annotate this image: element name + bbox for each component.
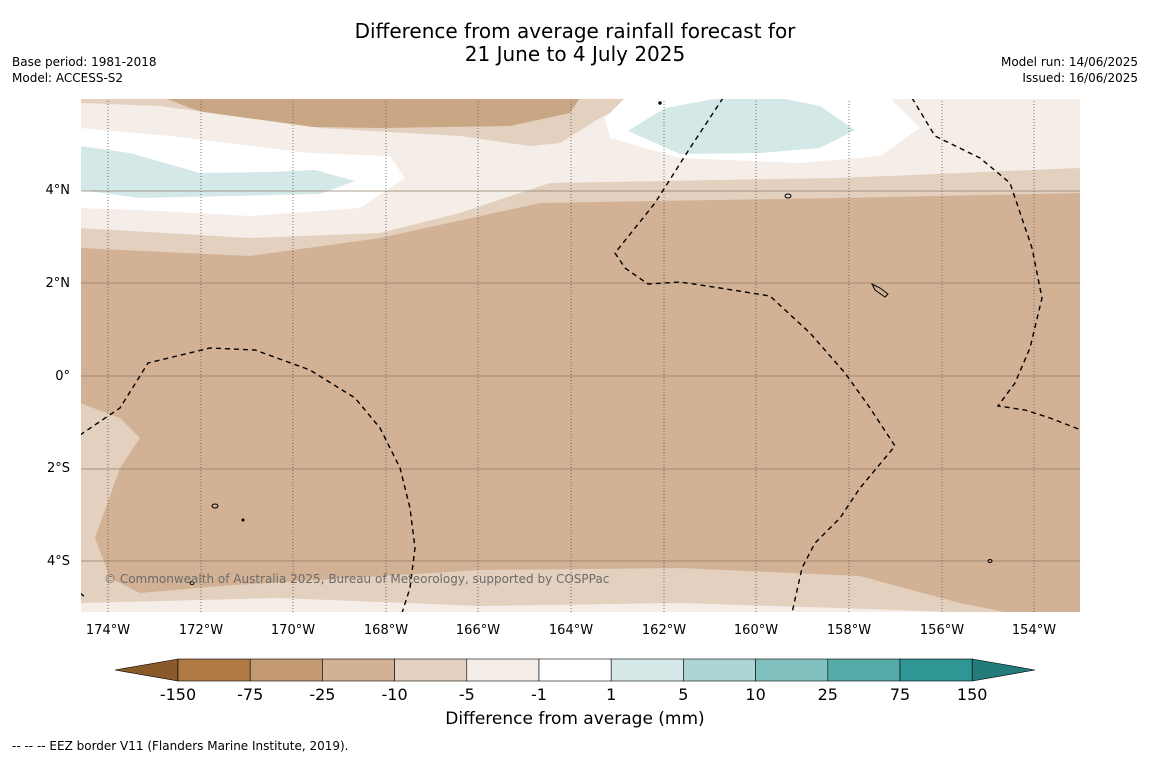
x-tick-154w: 154°W	[1011, 623, 1057, 638]
colorbar-tick-label: 5	[678, 685, 689, 704]
x-tick-166w: 166°W	[455, 623, 501, 638]
model-run: Model run: 14/06/2025	[1000, 55, 1138, 69]
colorbar-swatch	[610, 658, 684, 682]
eez-border-central	[614, 98, 896, 613]
rainfall-anomaly-map	[80, 98, 1081, 613]
colorbar-title: Difference from average (mm)	[445, 709, 705, 729]
colorbar-tick-label: 10	[745, 685, 766, 704]
colorbar-swatch	[249, 658, 323, 682]
y-tick-4s: 4°S	[46, 554, 70, 569]
colorbar-tick-label: -150	[159, 685, 197, 704]
colorbar-swatch	[394, 658, 468, 682]
issued-date: Issued: 16/06/2025	[1022, 71, 1138, 85]
copyright-notice: © Commonwealth of Australia 2025, Bureau…	[104, 572, 610, 586]
y-tick-2n: 2°N	[45, 276, 71, 291]
model-name: Model: ACCESS-S2	[12, 71, 124, 85]
x-tick-160w: 160°W	[733, 623, 779, 638]
colorbar-tick-label: -10	[381, 685, 408, 704]
x-tick-164w: 164°W	[548, 623, 594, 638]
colorbar-swatch	[683, 658, 756, 682]
map-frame	[80, 98, 1081, 613]
colorbar-swatch	[466, 658, 540, 682]
anomaly-band-1-5-east	[628, 98, 855, 154]
eez-legend-footnote: -- -- -- EEZ border V11 (Flanders Marine…	[12, 739, 349, 753]
anomaly-band-10-5-south	[80, 403, 1010, 613]
eez-border-west	[80, 347, 416, 613]
colorbar-swatch	[827, 658, 901, 682]
y-tick-0: 0°	[55, 369, 70, 384]
x-tick-170w: 170°W	[270, 623, 316, 638]
colorbar-swatch	[177, 658, 251, 682]
y-tick-2s: 2°S	[46, 461, 70, 476]
island-6	[658, 101, 662, 105]
map-title-line-2: 21 June to 4 July 2025	[464, 42, 686, 66]
colorbar-tick-label: 150	[956, 685, 988, 704]
colorbar-arrow-high	[971, 658, 1036, 682]
island-4	[189, 581, 195, 585]
meta-left: Base period: 1981-2018 Model: ACCESS-S2	[12, 54, 157, 86]
x-tick-172w: 172°W	[178, 623, 224, 638]
x-tick-162w: 162°W	[641, 623, 687, 638]
anomaly-band-1-5-west	[80, 146, 355, 198]
colorbar-swatch	[538, 658, 612, 682]
x-tick-168w: 168°W	[363, 623, 409, 638]
colorbar-tick-label: 75	[889, 685, 911, 704]
x-tick-158w: 158°W	[826, 623, 872, 638]
colorbar-tick-label: -5	[458, 685, 475, 704]
island-7	[241, 518, 245, 522]
y-tick-4n: 4°N	[45, 183, 71, 198]
colorbar-arrow-low	[114, 658, 179, 682]
island-3	[211, 503, 219, 509]
map-canvas	[80, 98, 1081, 613]
latitude-gridlines	[80, 190, 1081, 562]
colorbar-tick-label: 25	[817, 685, 838, 704]
colorbar-swatch	[322, 658, 395, 682]
colorbar-swatch	[899, 658, 973, 682]
x-tick-156w: 156°W	[919, 623, 965, 638]
longitude-gridlines	[107, 98, 1035, 613]
colorbar-tick-label: -25	[309, 685, 336, 704]
x-tick-174w: 174°W	[85, 623, 131, 638]
anomaly-band-75-25-north	[165, 98, 580, 128]
colorbar-tick-label: -75	[237, 685, 264, 704]
island-5	[987, 559, 993, 563]
island-1	[784, 193, 792, 199]
meta-right: Model run: 14/06/2025 Issued: 16/06/2025	[1001, 54, 1138, 86]
anomaly-band-5-1-south	[80, 598, 980, 613]
colorbar-swatch	[755, 658, 829, 682]
map-title-line-1: Difference from average rainfall forecas…	[354, 19, 796, 43]
base-period: Base period: 1981-2018	[12, 55, 157, 69]
colorbar	[114, 658, 1036, 682]
colorbar-tick-label: -1	[531, 685, 547, 704]
island-2	[870, 282, 889, 298]
islands	[189, 101, 993, 585]
colorbar-tick-label: 1	[606, 685, 617, 704]
